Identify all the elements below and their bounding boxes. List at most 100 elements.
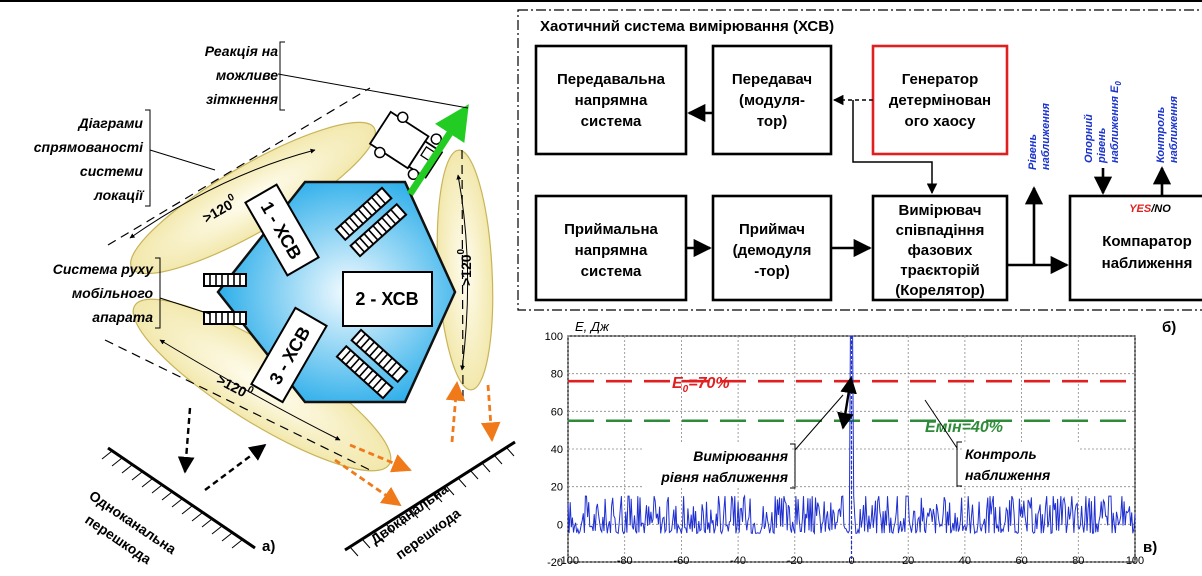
svg-text:наближення E0: наближення E0 — [1109, 81, 1123, 163]
threshold-emin-label: Емін=40% — [925, 419, 1003, 436]
svg-text:напрямна: напрямна — [575, 242, 648, 259]
y-tick-label: 100 — [545, 331, 563, 343]
system-title: Хаотичний система вимірювання (ХСВ) — [540, 18, 834, 35]
tx-antenna-block: Передавальна напрямна система — [534, 44, 688, 156]
axis-2 — [461, 149, 464, 401]
svg-text:Приймальна: Приймальна — [564, 221, 658, 238]
y-tick-label: 80 — [551, 369, 563, 381]
x-tick-label: -20 — [787, 555, 803, 567]
orange-arrow-3 — [445, 381, 466, 443]
measure-arrow — [837, 376, 857, 430]
threshold-e0-label: E0=70% — [672, 375, 730, 395]
receiver-block: Приймач (демодуля -тор) — [711, 194, 833, 302]
x-tick-label: 20 — [902, 555, 914, 567]
control-annotation: Контроль наближення — [924, 399, 1080, 487]
block-diagram: Хаотичний система вимірювання (ХСВ) Пере… — [517, 9, 1202, 336]
svg-text:Вимірювач: Вимірювач — [899, 202, 982, 219]
diagrams-annotation: Діаграми спрямованості системи локації — [34, 109, 216, 207]
svg-text:(Корелятор): (Корелятор) — [895, 282, 985, 299]
svg-text:наближення: наближення — [1168, 96, 1180, 163]
y-ticks: -20 0 20 40 60 80 100 — [545, 331, 563, 569]
y-tick-label: 20 — [551, 482, 563, 494]
single-channel-wall: Одноканальна перешкода — [82, 446, 256, 567]
svg-text:Контроль: Контроль — [965, 446, 1037, 462]
svg-text:Генератор: Генератор — [902, 71, 978, 88]
svg-text:Вимірювання: Вимірювання — [693, 448, 788, 464]
orange-arrow-2 — [334, 458, 402, 507]
x-tick-label: -60 — [673, 555, 689, 567]
module-2-label: 2 - ХСВ — [342, 271, 433, 327]
x-tick-label: 100 — [1126, 555, 1144, 567]
svg-text:Рівень: Рівень — [1027, 134, 1039, 170]
y-tick-label: 60 — [551, 406, 563, 418]
track-1 — [334, 186, 408, 258]
track-2 — [335, 328, 409, 400]
reference-label: Опорний рівень наближення E0 — [1083, 81, 1123, 164]
svg-text:тор): тор) — [757, 113, 787, 130]
svg-text:ого хаосу: ого хаосу — [905, 113, 977, 130]
level-label: Рівень наближення — [1027, 103, 1052, 170]
x-tick-label: 80 — [1072, 555, 1084, 567]
svg-text:система: система — [581, 113, 642, 130]
system-boundary — [517, 9, 1202, 311]
svg-text:мобільного: мобільного — [72, 285, 154, 301]
svg-text:(демодуля: (демодуля — [733, 242, 812, 259]
svg-text:Реакція на: Реакція на — [205, 43, 279, 59]
svg-text:детермінован: детермінован — [889, 92, 991, 109]
x-tick-label: -80 — [617, 555, 633, 567]
y-tick-label: 0 — [557, 519, 563, 531]
svg-text:Контроль: Контроль — [1155, 107, 1167, 163]
panel-label-b: б) — [1162, 319, 1176, 336]
panel-label-c: в) — [1143, 539, 1157, 556]
orange-arrow-4 — [480, 384, 501, 442]
yes-no-label: YES/NO — [1129, 203, 1171, 215]
svg-text:фазових: фазових — [908, 242, 973, 259]
svg-text:Діаграми: Діаграми — [77, 115, 143, 131]
svg-text:Опорний: Опорний — [1083, 114, 1095, 163]
x-tick-label: -40 — [730, 555, 746, 567]
axis-1 — [107, 87, 371, 246]
y-tick-label: 40 — [551, 444, 563, 456]
svg-text:система: система — [581, 263, 642, 280]
axis-3 — [104, 339, 371, 471]
correlator-block: Вимірювач співпадіння фазових траєкторій… — [871, 194, 1009, 302]
chaos-generator-block: Генератор детермінован ого хаосу — [871, 44, 1009, 156]
svg-text:Приймач: Приймач — [739, 221, 805, 238]
svg-text:рівень: рівень — [1096, 128, 1108, 164]
svg-text:зіткнення: зіткнення — [206, 91, 278, 107]
transmitter-block: Передавач (модуля- тор) — [711, 44, 833, 156]
svg-text:наближення: наближення — [965, 467, 1050, 483]
x-tick-label: 40 — [959, 555, 971, 567]
motion-annotation: Система руху мобільного апарата — [53, 257, 211, 329]
svg-text:Передавальна: Передавальна — [557, 71, 666, 88]
track-3 — [203, 273, 247, 325]
control-label: Контроль наближення — [1155, 96, 1180, 163]
rx-antenna-block: Приймальна напрямна система — [534, 194, 688, 302]
mobile-robot-diagram: >1200 >1200 >1200 1 - ХСВ — [34, 41, 516, 567]
y-axis-label: E, Дж — [575, 319, 610, 334]
svg-text:Компаратор: Компаратор — [1102, 233, 1192, 250]
svg-text:системи: системи — [80, 163, 144, 179]
svg-text:можливе: можливе — [216, 67, 278, 83]
svg-text:апарата: апарата — [92, 309, 153, 325]
svg-text:траєкторій: траєкторій — [900, 262, 980, 279]
svg-text:спрямованості: спрямованості — [34, 139, 144, 155]
svg-text:напрямна: напрямна — [575, 92, 648, 109]
svg-text:локації: локації — [93, 187, 145, 203]
comparator-block: Компаратор наближення YES/NO — [1068, 194, 1202, 302]
svg-text:(модуля-: (модуля- — [739, 92, 805, 109]
orange-arrow-1 — [349, 443, 412, 473]
arrow-gen-to-correlator — [852, 100, 938, 195]
signal-arrow-down — [177, 407, 195, 474]
svg-text:наближення: наближення — [1102, 255, 1193, 272]
x-tick-label: -100 — [557, 555, 579, 567]
y-tick-label: -20 — [547, 557, 563, 569]
svg-text:Система руху: Система руху — [53, 261, 154, 277]
panel-label-a: а) — [262, 538, 275, 555]
truck-icon — [368, 110, 444, 181]
svg-text:співпадіння: співпадіння — [896, 222, 985, 239]
x-tick-label: 60 — [1015, 555, 1027, 567]
signal-arrow-up — [204, 443, 267, 491]
